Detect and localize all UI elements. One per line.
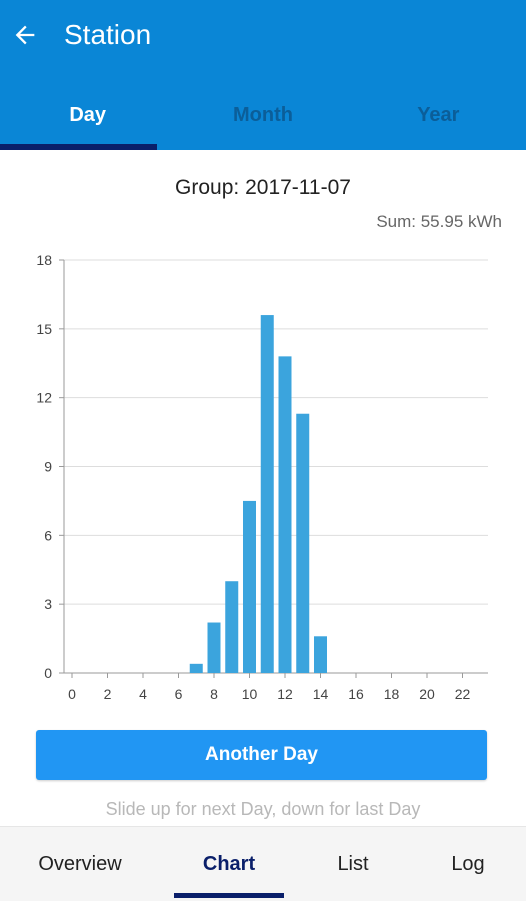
y-tick-label: 3 xyxy=(44,596,52,612)
x-tick-label: 22 xyxy=(455,686,471,702)
chart-title: Group: 2017-11-07 xyxy=(175,176,351,199)
arrow-left-icon xyxy=(15,25,35,45)
x-tick-label: 4 xyxy=(139,686,147,702)
bar-hour-10 xyxy=(243,500,256,673)
tab-month[interactable]: Month xyxy=(233,103,293,126)
bar-hour-14 xyxy=(314,636,327,673)
x-tick-label: 6 xyxy=(175,686,183,702)
tab-year[interactable]: Year xyxy=(417,103,460,126)
back-button[interactable] xyxy=(8,16,42,54)
nav-list[interactable]: List xyxy=(337,852,369,875)
x-tick-label: 20 xyxy=(419,686,435,702)
x-tick-label: 12 xyxy=(277,686,293,702)
x-tick-label: 16 xyxy=(348,686,364,702)
y-tick-label: 9 xyxy=(44,459,52,475)
bar-hour-12 xyxy=(278,356,292,673)
x-tick-label: 10 xyxy=(242,686,258,702)
x-tick-label: 14 xyxy=(313,686,329,702)
x-tick-label: 8 xyxy=(210,686,218,702)
y-tick-label: 18 xyxy=(36,252,52,268)
app-bar: Station Day Month Year xyxy=(0,0,526,150)
bar-hour-13 xyxy=(296,413,310,673)
x-tick-label: 18 xyxy=(384,686,400,702)
y-tick-label: 6 xyxy=(44,527,52,543)
nav-log[interactable]: Log xyxy=(451,852,485,875)
page-title: Station xyxy=(64,19,152,50)
swipe-hint: Slide up for next Day, down for last Day xyxy=(105,799,421,819)
tab-day[interactable]: Day xyxy=(69,103,107,126)
bottom-navigation: Overview Chart List Log xyxy=(0,826,526,901)
nav-overview[interactable]: Overview xyxy=(38,852,122,875)
bar-hour-8 xyxy=(207,622,221,673)
x-tick-label: 0 xyxy=(68,686,76,702)
bar-hour-9 xyxy=(225,581,239,673)
y-tick-label: 15 xyxy=(36,321,52,337)
nav-indicator xyxy=(174,893,284,898)
bar-hour-7 xyxy=(189,663,203,673)
sum-label: Sum: 55.95 kWh xyxy=(376,212,502,231)
tab-indicator xyxy=(0,144,157,150)
nav-chart[interactable]: Chart xyxy=(202,852,256,875)
y-tick-label: 0 xyxy=(44,665,52,681)
another-day-button[interactable]: Another Day xyxy=(36,730,487,780)
x-tick-label: 2 xyxy=(104,686,112,702)
y-tick-label: 12 xyxy=(36,390,52,406)
bar-hour-11 xyxy=(260,315,274,673)
period-tabs: Day Month Year xyxy=(0,80,526,150)
energy-bar-chart: 0 3 6 9 12 15 18 0 2 4 6 8 10 12 14 16 18 20 22 xyxy=(36,252,488,702)
